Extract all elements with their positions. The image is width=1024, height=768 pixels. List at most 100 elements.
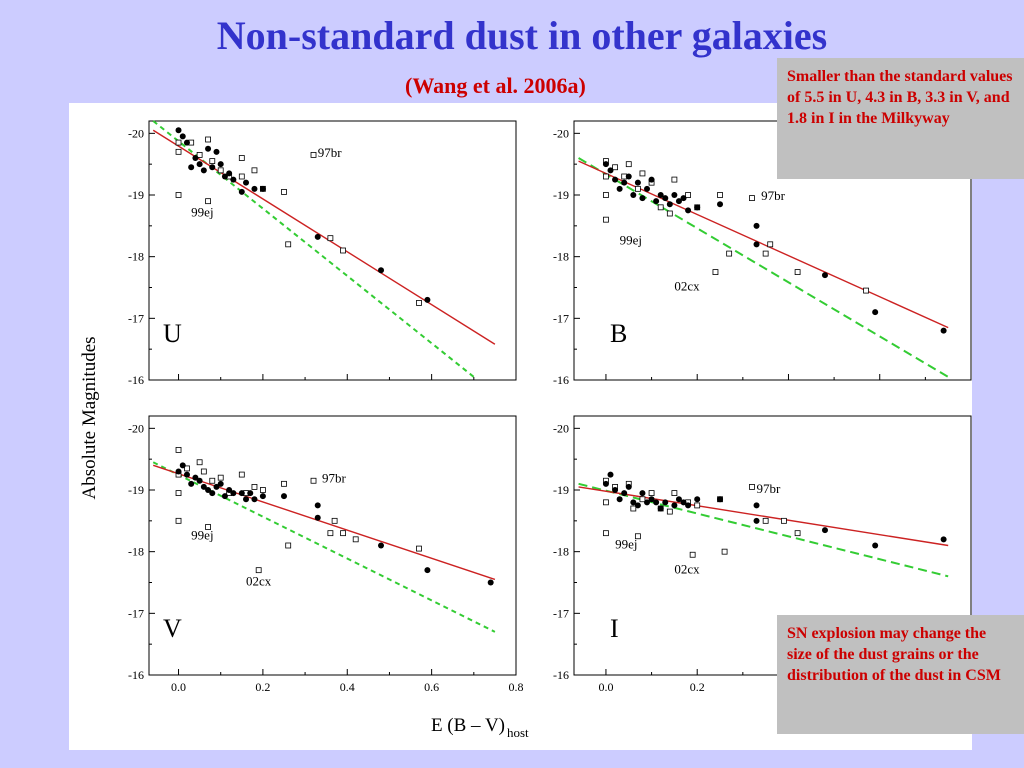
sn-label-99ej: 99ej	[191, 205, 213, 220]
data-point-filled	[717, 496, 724, 503]
band-label: V	[163, 614, 182, 643]
panel-frame	[148, 120, 517, 381]
data-point-filled	[671, 502, 678, 509]
data-point-filled	[217, 161, 224, 168]
x-tick-label: 0.2	[690, 680, 705, 694]
data-point-open	[625, 161, 632, 168]
data-point-open	[310, 477, 317, 484]
data-point-open	[630, 505, 637, 512]
data-point-filled	[675, 496, 682, 503]
data-point-filled	[634, 502, 641, 509]
data-point-open	[416, 545, 422, 552]
data-point-filled	[653, 499, 660, 506]
data-point-filled	[243, 179, 250, 186]
data-point-filled	[230, 176, 237, 183]
y-tick-label: -17	[128, 311, 144, 325]
data-point-filled	[251, 496, 258, 503]
y-tick-label: -17	[128, 606, 144, 620]
data-point-filled	[205, 145, 212, 152]
data-point-open	[285, 542, 292, 549]
sn-label-97br: 97br	[761, 188, 786, 203]
data-point-open	[184, 465, 190, 472]
x-axis-label-subscript: host	[507, 725, 529, 740]
data-point-filled	[753, 502, 760, 509]
y-tick-label: -17	[553, 311, 569, 325]
figure-panel: Absolute Magnitudes E (B – V) host -20 -1…	[69, 103, 972, 750]
data-point-open	[603, 530, 609, 537]
sn-label-02cx: 02cx	[246, 574, 272, 589]
data-point-filled	[602, 480, 609, 487]
data-point-open	[794, 530, 801, 537]
data-point-filled	[694, 204, 701, 211]
data-point-open	[685, 192, 691, 198]
band-label: U	[163, 319, 182, 348]
data-point-open	[603, 216, 609, 223]
data-point-filled	[625, 173, 632, 180]
data-point-open	[175, 447, 182, 453]
data-point-open	[175, 517, 182, 524]
y-tick-label: -19	[128, 483, 144, 497]
data-point-filled	[226, 487, 233, 493]
data-point-open	[238, 155, 245, 161]
data-point-filled	[607, 167, 614, 174]
y-tick-label: -18	[128, 250, 144, 264]
data-point-open	[281, 189, 287, 195]
data-point-open	[863, 287, 869, 294]
data-point-open	[671, 490, 678, 496]
data-point-filled	[630, 499, 637, 506]
band-label: I	[610, 614, 619, 643]
data-point-open	[209, 158, 216, 164]
data-point-filled	[685, 207, 692, 214]
data-point-filled	[657, 505, 664, 512]
data-point-filled	[378, 267, 385, 274]
data-point-filled	[259, 493, 266, 500]
data-point-open	[712, 269, 719, 275]
sn-label-02cx: 02cx	[674, 561, 700, 576]
y-tick-label: -16	[128, 668, 144, 682]
callout-note-extinction: Smaller than the standard values of 5.5 …	[777, 58, 1024, 179]
y-tick-label: -16	[553, 373, 569, 387]
data-point-open	[781, 517, 787, 524]
data-point-open	[175, 148, 182, 155]
data-point-open	[612, 164, 618, 171]
panel-frame	[148, 415, 517, 676]
x-tick-label: 0.8	[509, 680, 524, 694]
data-point-open	[217, 474, 224, 481]
band-label: B	[610, 319, 627, 348]
data-point-filled	[314, 502, 321, 509]
data-point-open	[175, 490, 182, 496]
data-point-filled	[200, 483, 207, 490]
callout-note-dust: SN explosion may change the size of the …	[777, 615, 1024, 734]
data-point-filled	[192, 155, 199, 161]
slide-subtitle: (Wang et al. 2006a)	[405, 73, 586, 98]
data-point-open	[694, 502, 701, 509]
data-point-open	[340, 530, 346, 537]
data-point-filled	[612, 487, 619, 493]
standard-extinction-line	[578, 157, 949, 378]
data-point-open	[749, 484, 755, 490]
y-tick-label: -20	[553, 126, 569, 140]
data-point-filled	[209, 164, 216, 171]
y-tick-label: -19	[553, 188, 569, 202]
data-point-open	[603, 499, 609, 506]
data-point-filled	[243, 496, 250, 503]
data-point-open	[217, 167, 224, 174]
data-point-filled	[217, 480, 224, 487]
standard-extinction-line	[152, 120, 475, 378]
y-tick-label: -16	[553, 668, 569, 682]
data-point-open	[205, 524, 211, 530]
data-point-filled	[644, 499, 651, 506]
data-point-open	[175, 192, 182, 198]
magnitude-vs-reddening-chart: Absolute Magnitudes E (B – V) host -20 -1…	[79, 120, 972, 740]
data-point-filled	[644, 185, 651, 192]
data-point-filled	[602, 161, 609, 168]
data-point-open	[285, 241, 292, 248]
data-point-filled	[753, 222, 760, 229]
y-tick-label: -19	[128, 188, 144, 202]
x-axis-label: E (B – V) host	[431, 715, 529, 740]
data-point-open	[717, 192, 723, 198]
data-point-filled	[639, 490, 646, 497]
data-point-open	[657, 204, 664, 211]
data-point-open	[352, 536, 359, 543]
data-point-open	[726, 250, 733, 257]
